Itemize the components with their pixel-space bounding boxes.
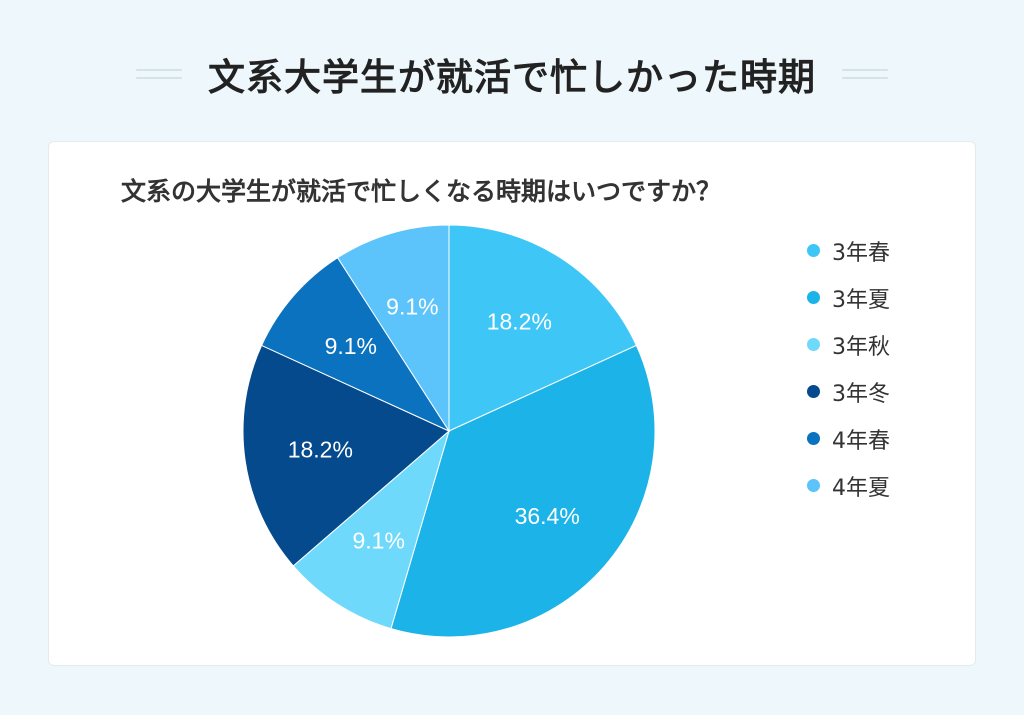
legend-item: 4年夏 [807,462,890,509]
pie-slice [390,344,656,638]
pie-slice [242,344,450,567]
chart-legend: 3年春 3年夏 3年秋 3年冬 4年春 4年夏 [807,227,890,509]
slice-data-label: 9.1% [325,333,377,359]
pie-chart: 18.2% 36.4% 9.1% 18.2% 9.1% 9.1% [242,224,656,638]
legend-item: 3年冬 [807,368,890,415]
legend-swatch [807,291,820,304]
slice-data-label: 18.2% [487,309,552,335]
pie-slice [260,257,451,433]
slice-data-label: 9.1% [386,293,438,319]
legend-label: 4年春 [832,428,890,454]
pie-slice [292,429,450,630]
slice-data-label: 9.1% [352,527,404,553]
legend-label: 3年秋 [832,334,890,360]
legend-item: 3年秋 [807,321,890,368]
legend-swatch [807,244,820,257]
legend-swatch [807,432,820,445]
heading-decoration-right [842,69,888,79]
page-heading: 文系大学生が就活で忙しかった時期 [0,44,1024,104]
legend-item: 4年春 [807,415,890,462]
legend-swatch [807,479,820,492]
legend-item: 3年春 [807,227,890,274]
page-title: 文系大学生が就活で忙しかった時期 [208,56,816,99]
chart-card: 文系の大学生が就活で忙しくなる時期はいつですか？ 18.2% 36.4% 9.1% 1… [48,141,976,666]
legend-swatch [807,338,820,351]
legend-item: 3年夏 [807,274,890,321]
slice-data-label: 18.2% [288,437,353,463]
legend-label: 3年冬 [832,381,890,407]
legend-label: 3年夏 [832,287,890,313]
pie-slice [448,224,638,432]
legend-swatch [807,385,820,398]
chart-title: 文系の大学生が就活で忙しくなる時期はいつですか？ [121,177,722,206]
pie-slice [336,224,450,433]
legend-label: 4年夏 [832,475,890,501]
slice-data-label: 36.4% [515,503,580,529]
heading-decoration-left [136,69,182,79]
legend-label: 3年春 [832,240,890,266]
